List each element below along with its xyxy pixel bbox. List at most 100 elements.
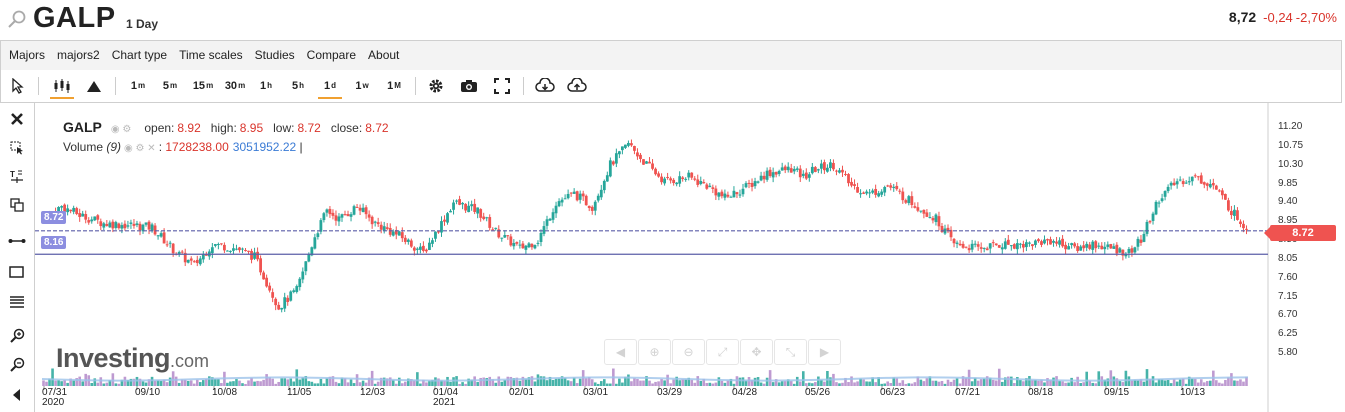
menu-time-scales[interactable]: Time scales bbox=[179, 48, 243, 62]
text-tool-icon[interactable]: T bbox=[4, 165, 30, 187]
candle-body bbox=[789, 168, 793, 173]
nav-fit-icon[interactable]: ⤡ bbox=[774, 339, 807, 365]
fullscreen-icon[interactable] bbox=[489, 70, 515, 101]
candle-body bbox=[156, 235, 160, 237]
candle-body bbox=[660, 176, 663, 183]
candle-body bbox=[566, 193, 570, 199]
volume-bar bbox=[823, 381, 826, 386]
volume-bar bbox=[1037, 380, 1040, 386]
menu-chart-type[interactable]: Chart type bbox=[111, 48, 168, 62]
volume-bar bbox=[1205, 381, 1209, 386]
volume-bar bbox=[1019, 379, 1022, 386]
price-chart[interactable] bbox=[35, 103, 1340, 412]
menu-majors2[interactable]: majors2 bbox=[57, 48, 100, 62]
cloud-upload-icon[interactable] bbox=[564, 70, 590, 101]
candle-body bbox=[1028, 242, 1031, 244]
nav-move-icon[interactable]: ✥ bbox=[740, 339, 773, 365]
candle-body bbox=[1085, 243, 1089, 248]
fibonacci-tool-icon[interactable] bbox=[4, 291, 30, 313]
volume-bar bbox=[211, 377, 214, 386]
candle-body bbox=[530, 243, 534, 248]
volume-bar bbox=[102, 383, 106, 386]
volume-bar bbox=[1043, 382, 1046, 386]
interval-15m-button[interactable]: 15 m bbox=[192, 79, 214, 92]
camera-icon[interactable] bbox=[456, 70, 482, 101]
nav-zoom-in-icon[interactable]: ⊕ bbox=[638, 339, 671, 365]
candle-body bbox=[189, 258, 193, 261]
volume-bar bbox=[970, 381, 974, 386]
candle-body bbox=[630, 143, 633, 146]
candle-body bbox=[1217, 190, 1221, 192]
x-tick-label: 07/31 2020 bbox=[42, 387, 68, 408]
volume-bar bbox=[334, 381, 338, 386]
candle-body bbox=[443, 219, 446, 222]
volume-bar bbox=[183, 379, 187, 386]
candle-body bbox=[262, 272, 266, 280]
volume-bar bbox=[232, 381, 235, 386]
volume-bar bbox=[1199, 379, 1203, 386]
zoom-out-icon[interactable] bbox=[4, 354, 30, 376]
volume-bar bbox=[1209, 380, 1212, 386]
search-icon[interactable] bbox=[6, 9, 28, 31]
menu-studies[interactable]: Studies bbox=[254, 48, 295, 62]
area-chart-icon[interactable] bbox=[81, 70, 107, 101]
volume-bar bbox=[1233, 380, 1236, 386]
nav-zoom-out-icon[interactable]: ⊖ bbox=[672, 339, 705, 365]
candle-body bbox=[310, 247, 314, 256]
volume-bar bbox=[1218, 382, 1221, 386]
x-tick-label: 01/04 2021 bbox=[433, 387, 459, 408]
candle-body bbox=[937, 216, 941, 227]
menu-bar: Majors majors2 Chart type Time scales Studie… bbox=[0, 40, 1342, 71]
candle-body bbox=[816, 169, 820, 171]
close-icon[interactable] bbox=[4, 108, 30, 130]
candle-body bbox=[93, 216, 97, 221]
volume-bar bbox=[271, 378, 274, 386]
interval-30m-button[interactable]: 30 m bbox=[224, 79, 246, 92]
legend-visibility-icon[interactable]: ◉ ⚙ bbox=[110, 124, 132, 135]
volume-bar bbox=[1151, 376, 1155, 386]
volume-bar bbox=[367, 377, 371, 386]
candle-body bbox=[521, 243, 525, 249]
eraser-icon[interactable] bbox=[4, 384, 30, 406]
cloud-download-icon[interactable] bbox=[532, 70, 558, 101]
rectangle-tool-icon[interactable] bbox=[4, 261, 30, 283]
pointer-icon[interactable] bbox=[5, 70, 31, 101]
volume-bar bbox=[847, 382, 850, 386]
candle-body bbox=[506, 235, 510, 237]
candle-body bbox=[449, 210, 452, 213]
nav-forward-icon[interactable]: ▶ bbox=[808, 339, 841, 365]
volume-bar bbox=[783, 381, 787, 386]
candle-body bbox=[409, 240, 413, 247]
volume-settings-icons[interactable]: ◉ ⚙ ✕ bbox=[124, 143, 156, 154]
candle-body bbox=[1064, 244, 1067, 250]
select-region-icon[interactable] bbox=[4, 137, 30, 159]
candle-body bbox=[684, 178, 688, 180]
volume-bar bbox=[1079, 383, 1082, 386]
zoom-in-icon[interactable] bbox=[4, 325, 30, 347]
candle-body bbox=[1012, 244, 1016, 249]
nav-reset-icon[interactable]: ⤢ bbox=[706, 339, 739, 365]
menu-majors[interactable]: Majors bbox=[9, 48, 46, 62]
nav-back-icon[interactable]: ◀ bbox=[604, 339, 637, 365]
volume-bar bbox=[464, 383, 467, 386]
x-tick-label: 08/18 bbox=[1028, 387, 1054, 398]
menu-compare[interactable]: Compare bbox=[306, 48, 357, 62]
candle-body bbox=[144, 222, 148, 225]
current-price-tag: 8.72 bbox=[1264, 225, 1336, 241]
volume-bar bbox=[1064, 382, 1067, 386]
candlestick-icon[interactable] bbox=[47, 70, 77, 101]
trendline-tool-icon[interactable] bbox=[4, 230, 30, 252]
candle-body bbox=[1199, 175, 1203, 184]
volume-bar bbox=[322, 383, 326, 386]
settings-gear-icon[interactable] bbox=[423, 70, 449, 101]
clone-icon[interactable] bbox=[4, 194, 30, 216]
candle-body bbox=[229, 250, 232, 252]
menu-about[interactable]: About bbox=[368, 48, 400, 62]
